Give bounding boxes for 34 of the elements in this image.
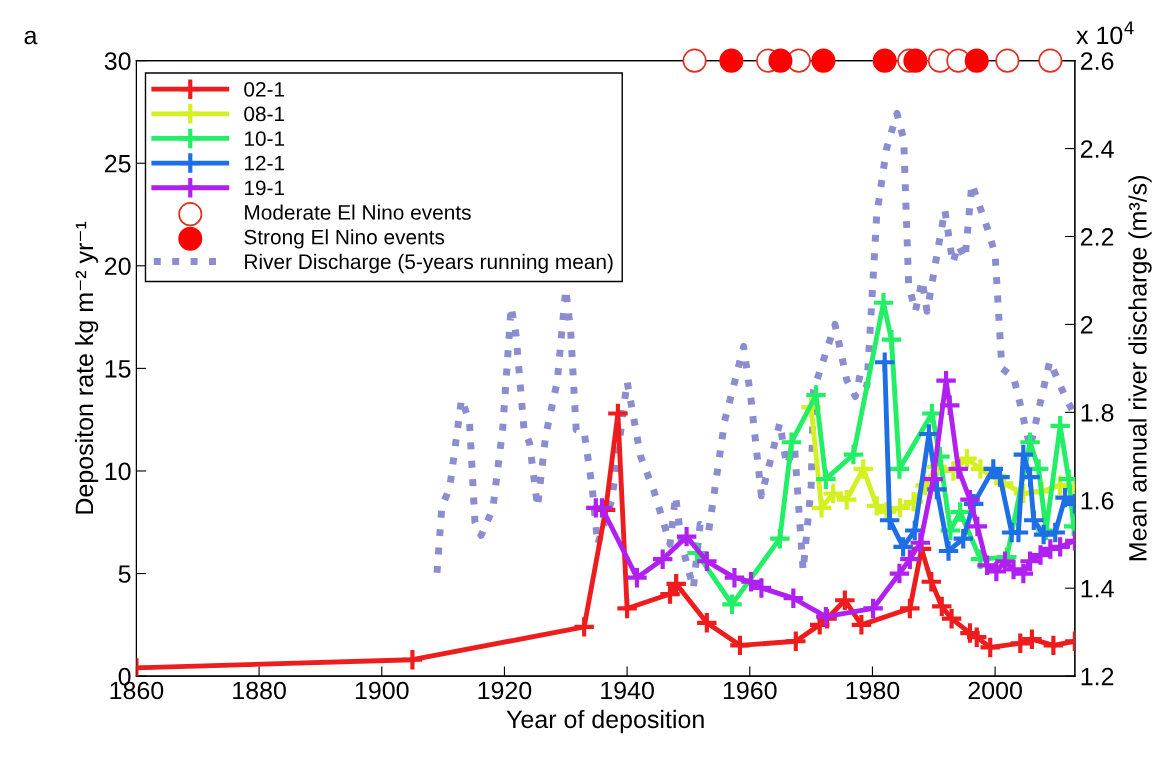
y-axis-title: Depositon rate kg m⁻² yr⁻¹ <box>74 221 99 514</box>
x-axis-title: Year of deposition <box>506 709 704 734</box>
y2-tick-label: 1.2 <box>1081 667 1114 686</box>
y-tick-label: 5 <box>118 565 131 583</box>
y2-tick-label: 1.6 <box>1081 491 1114 510</box>
legend-label: 08-1 <box>244 106 285 122</box>
y2-axis-title: Mean annual river discharge (m³/s) <box>1128 176 1152 561</box>
y2-tick-label: 2.2 <box>1080 228 1114 246</box>
x-tick-label: 1900 <box>355 681 409 700</box>
text: x 10$^{4}$ <box>1076 21 1134 45</box>
x-tick-label: 1940 <box>601 681 654 700</box>
legend-label: Strong El Nino events <box>244 229 445 249</box>
y2-tick-label: 1.4 <box>1081 580 1114 598</box>
x-tick-label: 1880 <box>233 681 286 700</box>
legend-label: 10-1 <box>244 131 285 146</box>
text: a <box>24 30 38 45</box>
legend-label: 02-1 <box>244 81 285 97</box>
x-tick-label: 1960 <box>723 681 777 700</box>
y-tick-label: 30 <box>104 52 131 70</box>
legend-label: River Discharge (5-years running mean) <box>245 253 613 274</box>
legend-label: 19-1 <box>244 180 285 196</box>
y-tick-label: 15 <box>105 360 131 378</box>
y-tick-label: 20 <box>105 257 131 276</box>
y2-tick-label: 2.4 <box>1080 140 1114 158</box>
x-tick-label: 2000 <box>968 681 1022 700</box>
x-tick-label: 1920 <box>478 681 532 700</box>
x-tick-label: 1980 <box>846 681 900 700</box>
y2-tick-label: 1.8 <box>1081 403 1114 422</box>
y-tick-label: 10 <box>105 462 131 481</box>
y-tick-label: 25 <box>105 154 131 173</box>
y2-tick-label: 2.6 <box>1080 52 1114 70</box>
legend-label: Moderate El Nino events <box>245 204 471 220</box>
y2-tick-label: 2 <box>1080 316 1093 334</box>
legend-label: 12-1 <box>244 155 285 171</box>
